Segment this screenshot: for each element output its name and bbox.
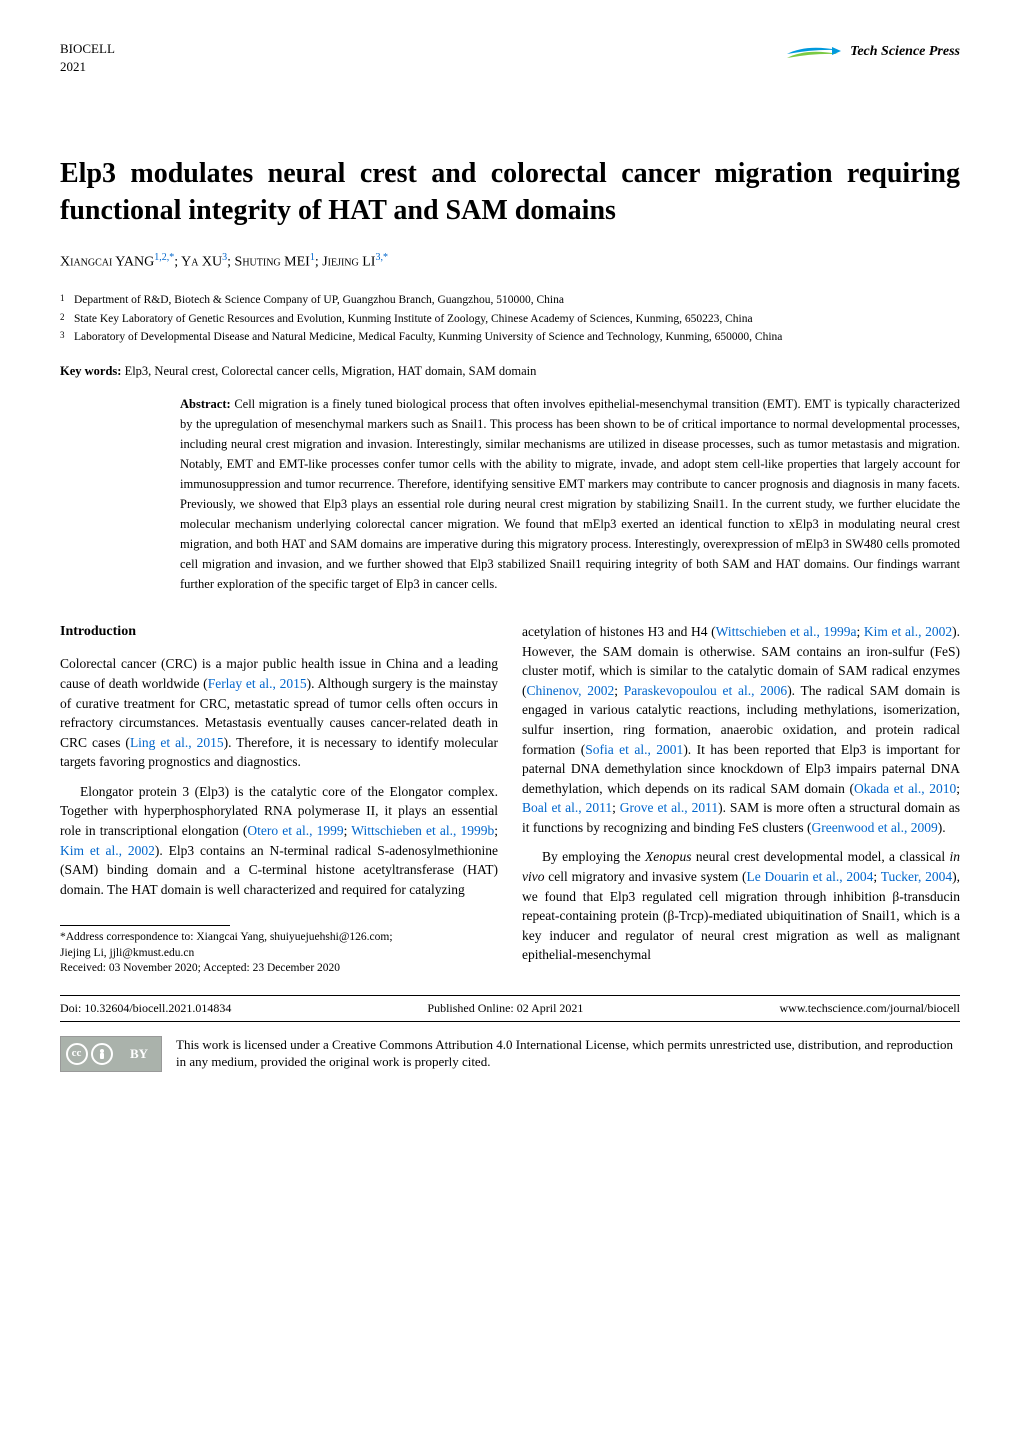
ref-ling-2015[interactable]: Ling et al., 2015: [130, 735, 224, 750]
sep: ;: [612, 800, 620, 815]
author-2-sup: 3: [222, 252, 227, 263]
ref-paraskevopoulou-2006[interactable]: Paraskevopoulou et al., 2006: [624, 683, 787, 698]
license-row: cc BY This work is licensed under a Crea…: [60, 1036, 960, 1072]
article-title: Elp3 modulates neural crest and colorect…: [60, 156, 960, 229]
right-column: acetylation of histones H3 and H4 (Witts…: [522, 622, 960, 977]
ref-sofia-2001[interactable]: Sofia et al., 2001: [585, 742, 683, 757]
license-text: This work is licensed under a Creative C…: [176, 1036, 960, 1071]
ref-ferlay-2015[interactable]: Ferlay et al., 2015: [208, 676, 307, 691]
right-p2: By employing the Xenopus neural crest de…: [522, 847, 960, 964]
sep: ;: [494, 823, 498, 838]
ref-wittschieben-1999a[interactable]: Wittschieben et al., 1999a: [716, 624, 857, 639]
ref-kim-2002-b[interactable]: Kim et al., 2002: [864, 624, 952, 639]
author-3: Shuting MEI: [235, 255, 310, 270]
r-p1f: ).: [938, 820, 946, 835]
by-circle-icon: [91, 1043, 113, 1065]
affiliation-2-num: 2: [60, 311, 68, 327]
doi-bar: Doi: 10.32604/biocell.2021.014834 Publis…: [60, 995, 960, 1022]
author-1-sup: 1,2,*: [154, 252, 174, 263]
swoosh-icon: [784, 40, 844, 64]
published-online: Published Online: 02 April 2021: [427, 1000, 583, 1017]
abstract-label: Abstract:: [180, 397, 234, 411]
author-3-sup: 1: [310, 252, 315, 263]
sep: ;: [873, 869, 880, 884]
r-p2b: neural crest developmental model, a clas…: [692, 849, 950, 864]
left-column: Introduction Colorectal cancer (CRC) is …: [60, 622, 498, 977]
author-2: Ya XU: [181, 255, 222, 270]
ref-chinenov-2002[interactable]: Chinenov, 2002: [527, 683, 615, 698]
ref-tucker-2004[interactable]: Tucker, 2004: [881, 869, 952, 884]
abstract-body: Cell migration is a finely tuned biologi…: [180, 397, 960, 591]
affiliation-1: 1 Department of R&D, Biotech & Science C…: [60, 292, 960, 308]
affiliations: 1 Department of R&D, Biotech & Science C…: [60, 292, 960, 344]
cc-badge-left: cc: [61, 1037, 117, 1071]
ref-grove-2011[interactable]: Grove et al., 2011: [620, 800, 718, 815]
publisher-logo: Tech Science Press: [784, 40, 960, 64]
affiliation-3: 3 Laboratory of Developmental Disease an…: [60, 329, 960, 345]
affiliation-2: 2 State Key Laboratory of Genetic Resour…: [60, 311, 960, 327]
sep: ;: [956, 781, 960, 796]
ref-greenwood-2009[interactable]: Greenwood et al., 2009: [811, 820, 937, 835]
ref-okada-2010[interactable]: Okada et al., 2010: [854, 781, 956, 796]
footnote-rule: [60, 925, 230, 926]
keywords-label: Key words:: [60, 364, 121, 378]
ref-ledouarin-2004[interactable]: Le Douarin et al., 2004: [747, 869, 874, 884]
section-heading-intro: Introduction: [60, 622, 498, 642]
affiliation-2-text: State Key Laboratory of Genetic Resource…: [74, 311, 753, 327]
abstract-text: Abstract: Cell migration is a finely tun…: [180, 394, 960, 594]
intro-p1: Colorectal cancer (CRC) is a major publi…: [60, 654, 498, 771]
ref-otero-1999[interactable]: Otero et al., 1999: [247, 823, 343, 838]
journal-url[interactable]: www.techscience.com/journal/biocell: [779, 1000, 960, 1017]
keywords: Key words: Elp3, Neural crest, Colorecta…: [60, 363, 960, 381]
ref-boal-2011[interactable]: Boal et al., 2011: [522, 800, 612, 815]
publisher-name: Tech Science Press: [850, 42, 960, 62]
author-4-sup: 3,*: [375, 252, 388, 263]
ref-wittschieben-1999b[interactable]: Wittschieben et al., 1999b: [351, 823, 494, 838]
affiliation-3-num: 3: [60, 329, 68, 345]
keywords-text: Elp3, Neural crest, Colorectal cancer ce…: [121, 364, 536, 378]
r-p1a: acetylation of histones H3 and H4 (: [522, 624, 716, 639]
sep: ;: [857, 624, 864, 639]
footnote-line-2: Jiejing Li, jjli@kmust.edu.cn: [60, 946, 498, 962]
affiliation-3-text: Laboratory of Developmental Disease and …: [74, 329, 782, 345]
r-p2a: By employing the: [542, 849, 645, 864]
body-columns: Introduction Colorectal cancer (CRC) is …: [60, 622, 960, 977]
author-4: Jiejing LI: [322, 255, 375, 270]
footnote-line-1: *Address correspondence to: Xiangcai Yan…: [60, 930, 498, 946]
affiliation-1-num: 1: [60, 292, 68, 308]
affiliation-1-text: Department of R&D, Biotech & Science Com…: [74, 292, 564, 308]
sep: ;: [614, 683, 624, 698]
journal-year: 2021: [60, 58, 115, 76]
footnote-line-3: Received: 03 November 2020; Accepted: 23…: [60, 961, 498, 977]
doi-text: Doi: 10.32604/biocell.2021.014834: [60, 1000, 231, 1017]
r-p2c: cell migratory and invasive system (: [545, 869, 747, 884]
authors-line: Xiangcai YANG1,2,*; Ya XU3; Shuting MEI1…: [60, 251, 960, 272]
author-1: Xiangcai YANG: [60, 255, 154, 270]
correspondence-footnote: *Address correspondence to: Xiangcai Yan…: [60, 930, 498, 977]
journal-name: BIOCELL: [60, 40, 115, 58]
ref-kim-2002[interactable]: Kim et al., 2002: [60, 843, 155, 858]
cc-circle-icon: cc: [66, 1043, 88, 1065]
page-header: BIOCELL 2021 Tech Science Press: [60, 40, 960, 76]
right-p1: acetylation of histones H3 and H4 (Witts…: [522, 622, 960, 837]
intro-p2: Elongator protein 3 (Elp3) is the cataly…: [60, 782, 498, 899]
by-label: BY: [117, 1037, 161, 1071]
italic-xenopus: Xenopus: [645, 849, 692, 864]
journal-info: BIOCELL 2021: [60, 40, 115, 76]
abstract: Abstract: Cell migration is a finely tun…: [60, 394, 960, 594]
cc-by-badge-icon: cc BY: [60, 1036, 162, 1072]
